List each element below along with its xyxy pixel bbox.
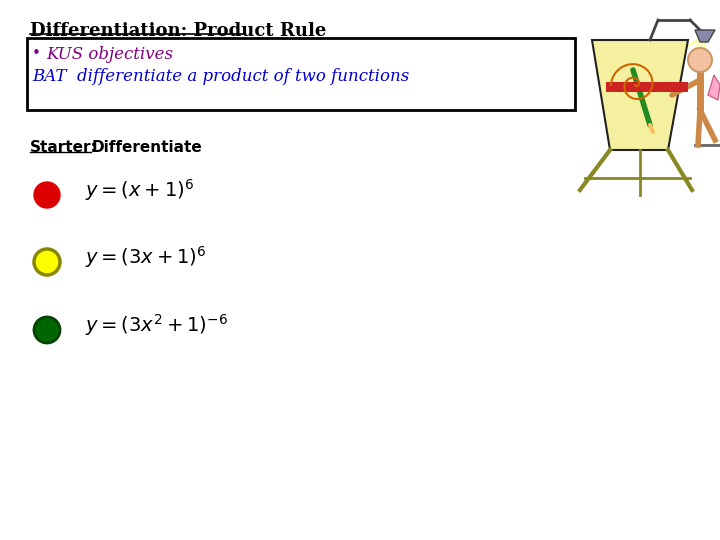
Circle shape [34, 317, 60, 343]
Text: $y = (3x + 1)^{6}$: $y = (3x + 1)^{6}$ [85, 244, 207, 270]
FancyBboxPatch shape [27, 38, 575, 110]
Circle shape [688, 48, 712, 72]
Text: Differentiation: Product Rule: Differentiation: Product Rule [30, 22, 326, 40]
Text: Starter:: Starter: [30, 140, 98, 155]
Polygon shape [592, 40, 688, 150]
Text: Differentiate: Differentiate [92, 140, 203, 155]
Text: KUS objectives: KUS objectives [46, 46, 173, 63]
Text: $y = (x + 1)^{6}$: $y = (x + 1)^{6}$ [85, 177, 194, 203]
Polygon shape [708, 75, 720, 100]
Circle shape [34, 249, 60, 275]
FancyBboxPatch shape [606, 82, 688, 92]
Circle shape [34, 182, 60, 208]
Text: $y = (3x^2 + 1)^{-6}$: $y = (3x^2 + 1)^{-6}$ [85, 312, 228, 338]
Text: •: • [32, 46, 41, 61]
Polygon shape [695, 30, 715, 42]
Text: BAT  differentiate a product of two functions: BAT differentiate a product of two funct… [32, 68, 409, 85]
